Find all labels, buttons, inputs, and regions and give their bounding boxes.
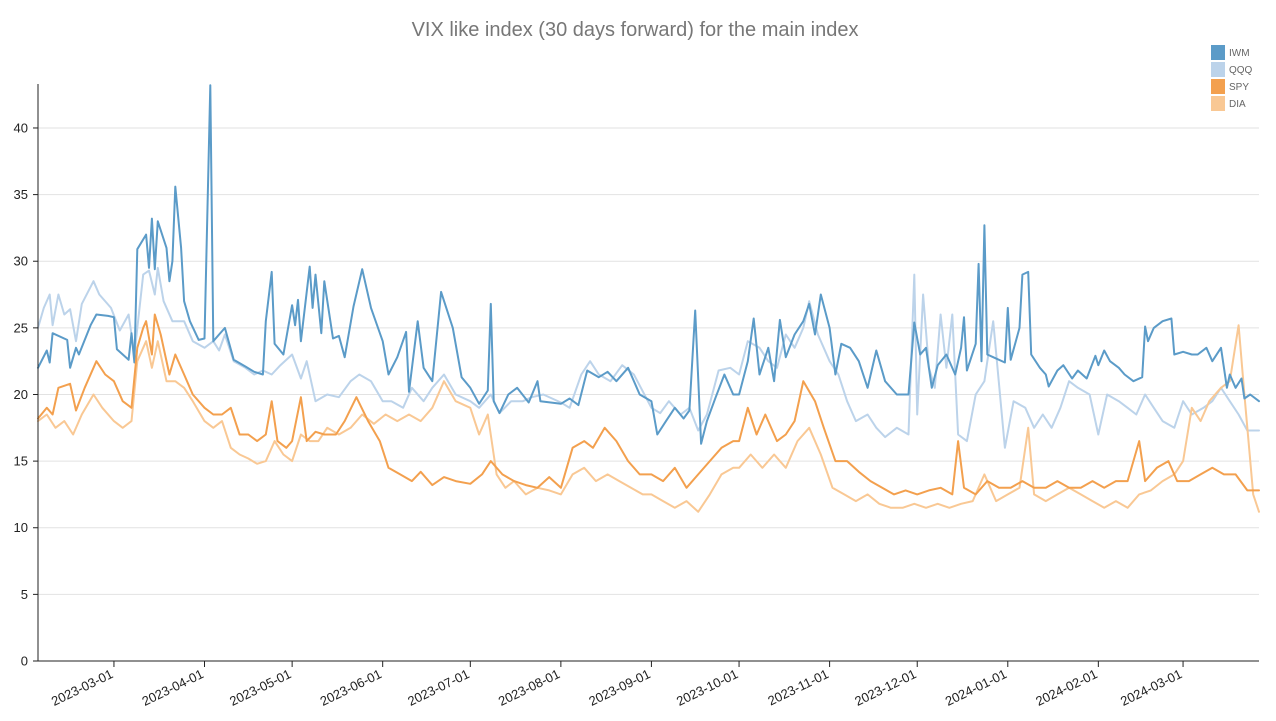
legend-swatch-spy — [1211, 79, 1225, 94]
legend: IWM QQQ SPY DIA — [1211, 45, 1253, 111]
x-tick-label: 2023-05-01 — [227, 666, 293, 709]
y-tick-label: 0 — [21, 654, 28, 669]
legend-label-iwm: IWM — [1229, 48, 1250, 59]
series-line-iwm — [37, 84, 1260, 445]
x-tick-label: 2024-01-01 — [943, 666, 1009, 709]
x-tick-label: 2024-03-01 — [1118, 666, 1184, 709]
y-tick-label: 40 — [14, 120, 28, 135]
legend-swatch-dia — [1211, 96, 1225, 111]
legend-label-spy: SPY — [1229, 82, 1249, 93]
x-tick-label: 2024-02-01 — [1033, 666, 1099, 709]
y-tick-label: 35 — [14, 187, 28, 202]
y-tick-label: 15 — [14, 454, 28, 469]
y-tick-label: 10 — [14, 520, 28, 535]
x-tick-label: 2023-07-01 — [405, 666, 471, 709]
x-tick-label: 2023-04-01 — [139, 666, 205, 709]
x-tick-label: 2023-08-01 — [496, 666, 562, 709]
legend-label-qqq: QQQ — [1229, 65, 1253, 76]
chart-title: VIX like index (30 days forward) for the… — [412, 19, 859, 41]
x-tick-label: 2023-12-01 — [852, 666, 918, 709]
gridlines — [38, 127, 1259, 595]
x-axis-ticks: 2023-03-01 2023-04-01 2023-05-01 2023-06-01… — [49, 661, 1184, 709]
y-axis-ticks: 0 5 10 15 20 25 30 35 40 — [14, 120, 38, 669]
x-tick-label: 2023-10-01 — [674, 666, 740, 709]
y-tick-label: 30 — [14, 254, 28, 269]
series-line-spy — [37, 313, 1260, 496]
series-lines — [37, 84, 1260, 513]
y-tick-label: 25 — [14, 320, 28, 335]
y-tick-label: 20 — [14, 387, 28, 402]
legend-label-dia: DIA — [1229, 99, 1246, 110]
axes — [37, 84, 1259, 662]
series-line-dia — [37, 324, 1260, 513]
x-tick-label: 2023-03-01 — [49, 666, 115, 709]
series-line-qqq — [37, 266, 1260, 449]
x-tick-label: 2023-06-01 — [318, 666, 384, 709]
x-tick-label: 2023-09-01 — [586, 666, 652, 709]
y-tick-label: 5 — [21, 587, 28, 602]
legend-swatch-qqq — [1211, 62, 1225, 77]
x-tick-label: 2023-11-01 — [765, 666, 830, 708]
legend-swatch-iwm — [1211, 45, 1225, 60]
